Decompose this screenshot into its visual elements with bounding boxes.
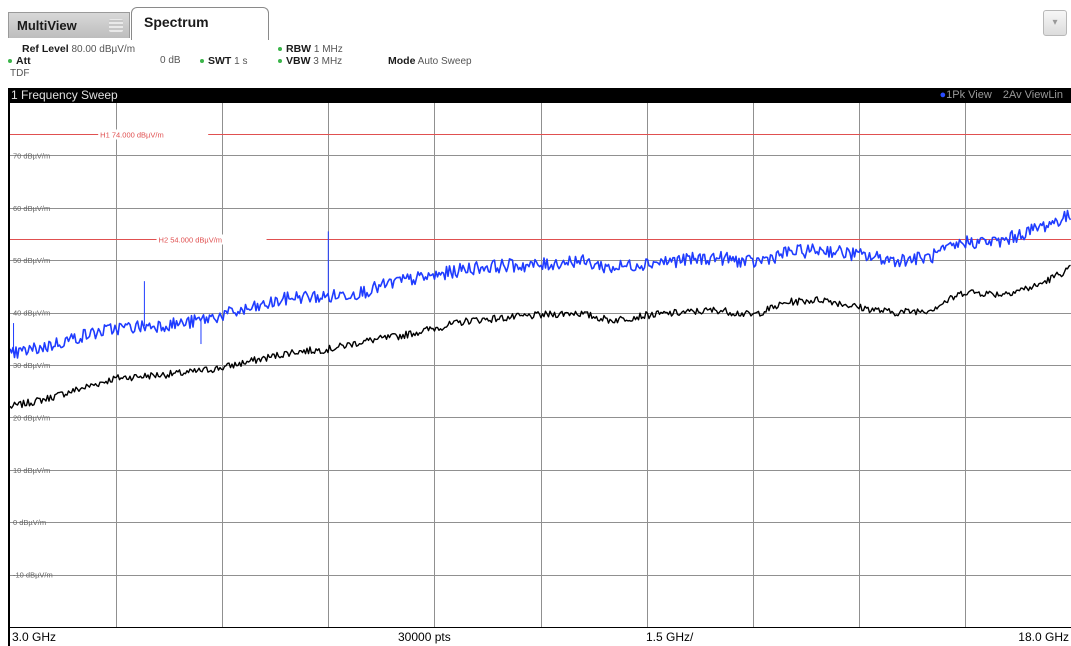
limit-lines: H1 74.000 dBµV/m H2 54.000 dBµV/m <box>10 129 1071 245</box>
vbw-setting[interactable]: VBW 3 MHz <box>278 55 342 67</box>
y-tick-label: 50 dBµV/m <box>13 256 50 265</box>
swt-setting[interactable]: SWT 1 s <box>200 55 247 67</box>
ref-level-value: 80.00 dBµV/m <box>71 44 136 55</box>
tab-spectrum-label: Spectrum <box>144 14 209 30</box>
trace2-label[interactable]: 2Av ViewLin <box>1002 89 1063 101</box>
grip-icon <box>109 19 123 32</box>
att-value-setting[interactable]: 0 dB <box>160 55 181 66</box>
start-frequency[interactable]: 3.0 GHz <box>12 630 57 644</box>
rbw-value: 1 MHz <box>313 44 343 55</box>
tab-spectrum[interactable]: Spectrum <box>131 7 269 40</box>
diagram-footer: 3.0 GHz 30000 pts 1.5 GHz/ 18.0 GHz <box>8 627 1071 646</box>
y-tick-label: 30 dBµV/m <box>13 361 50 370</box>
transducer-indicator: TDF <box>10 68 29 79</box>
trace1-marker-icon: ● <box>939 89 947 101</box>
span-per-division[interactable]: 1.5 GHz/ <box>646 630 694 644</box>
status-dot-icon <box>278 46 282 51</box>
chevron-down-icon[interactable]: ▾ <box>1043 10 1067 36</box>
y-tick-label: 10 dBµV/m <box>13 466 50 475</box>
diagram-header: 1 Frequency Sweep ●1Pk View 2Av ViewLin <box>8 88 1071 103</box>
tab-multiview-label: MultiView <box>17 18 77 33</box>
y-tick-labels: 70 dBµV/m 60 dBµV/m 50 dBµV/m 40 dBµV/m 30 d… <box>13 151 53 580</box>
att-label: Att <box>16 55 31 67</box>
limit-label-bg <box>156 234 267 245</box>
spectrum-chart: H1 74.000 dBµV/m H2 54.000 dBµV/m 70 dBµV… <box>9 103 1071 627</box>
rbw-label: RBW <box>286 43 312 55</box>
y-tick-label: 60 dBµV/m <box>13 204 50 213</box>
att-value: 0 dB <box>160 55 181 66</box>
trace-average <box>9 264 1071 409</box>
tab-bar: MultiView Spectrum ▾ <box>0 0 1071 40</box>
rbw-setting[interactable]: RBW 1 MHz <box>278 43 343 55</box>
y-tick-label: 20 dBµV/m <box>13 413 50 422</box>
trace-peak <box>9 209 1071 359</box>
y-tick-label: 40 dBµV/m <box>13 309 50 318</box>
stop-frequency[interactable]: 18.0 GHz <box>1018 630 1069 644</box>
vbw-label: VBW <box>286 55 311 67</box>
swt-value: 1 s <box>234 56 248 67</box>
status-dot-icon <box>8 58 12 63</box>
swt-label: SWT <box>208 55 232 67</box>
traces <box>9 209 1071 409</box>
ref-level-label: Ref Level <box>22 43 69 55</box>
mode-label: Mode <box>388 55 416 67</box>
ref-level-setting[interactable]: Ref Level 80.00 dBµV/m <box>22 43 135 55</box>
y-tick-label: 0 dBµV/m <box>13 518 46 527</box>
diagram-title: 1 Frequency Sweep <box>11 88 118 102</box>
tab-multiview[interactable]: MultiView <box>8 12 130 38</box>
vbw-value: 3 MHz <box>313 56 343 67</box>
sweep-points[interactable]: 30000 pts <box>398 630 451 644</box>
trace-info: ●1Pk View 2Av ViewLin <box>939 88 1063 103</box>
measurement-settings: Ref Level 80.00 dBµV/m Att 0 dB SWT 1 s … <box>0 40 1071 88</box>
limit-label-h1: H1 74.000 dBµV/m <box>100 131 164 140</box>
spectrum-plot[interactable]: H1 74.000 dBµV/m H2 54.000 dBµV/m 70 dBµV… <box>8 103 1071 627</box>
limit-label-h2: H2 54.000 dBµV/m <box>159 236 223 245</box>
grid <box>10 103 1071 627</box>
mode-setting[interactable]: Mode Auto Sweep <box>388 55 472 67</box>
mode-value: Auto Sweep <box>417 56 472 67</box>
y-tick-label: 70 dBµV/m <box>13 151 50 160</box>
transducer-label: TDF <box>10 68 30 79</box>
y-tick-label: -10 dBµV/m <box>13 571 53 580</box>
att-setting[interactable]: Att <box>8 55 31 67</box>
trace1-label[interactable]: 1Pk View <box>946 89 992 101</box>
status-dot-icon <box>200 58 204 63</box>
limit-label-bg <box>98 129 209 140</box>
status-dot-icon <box>278 58 282 63</box>
